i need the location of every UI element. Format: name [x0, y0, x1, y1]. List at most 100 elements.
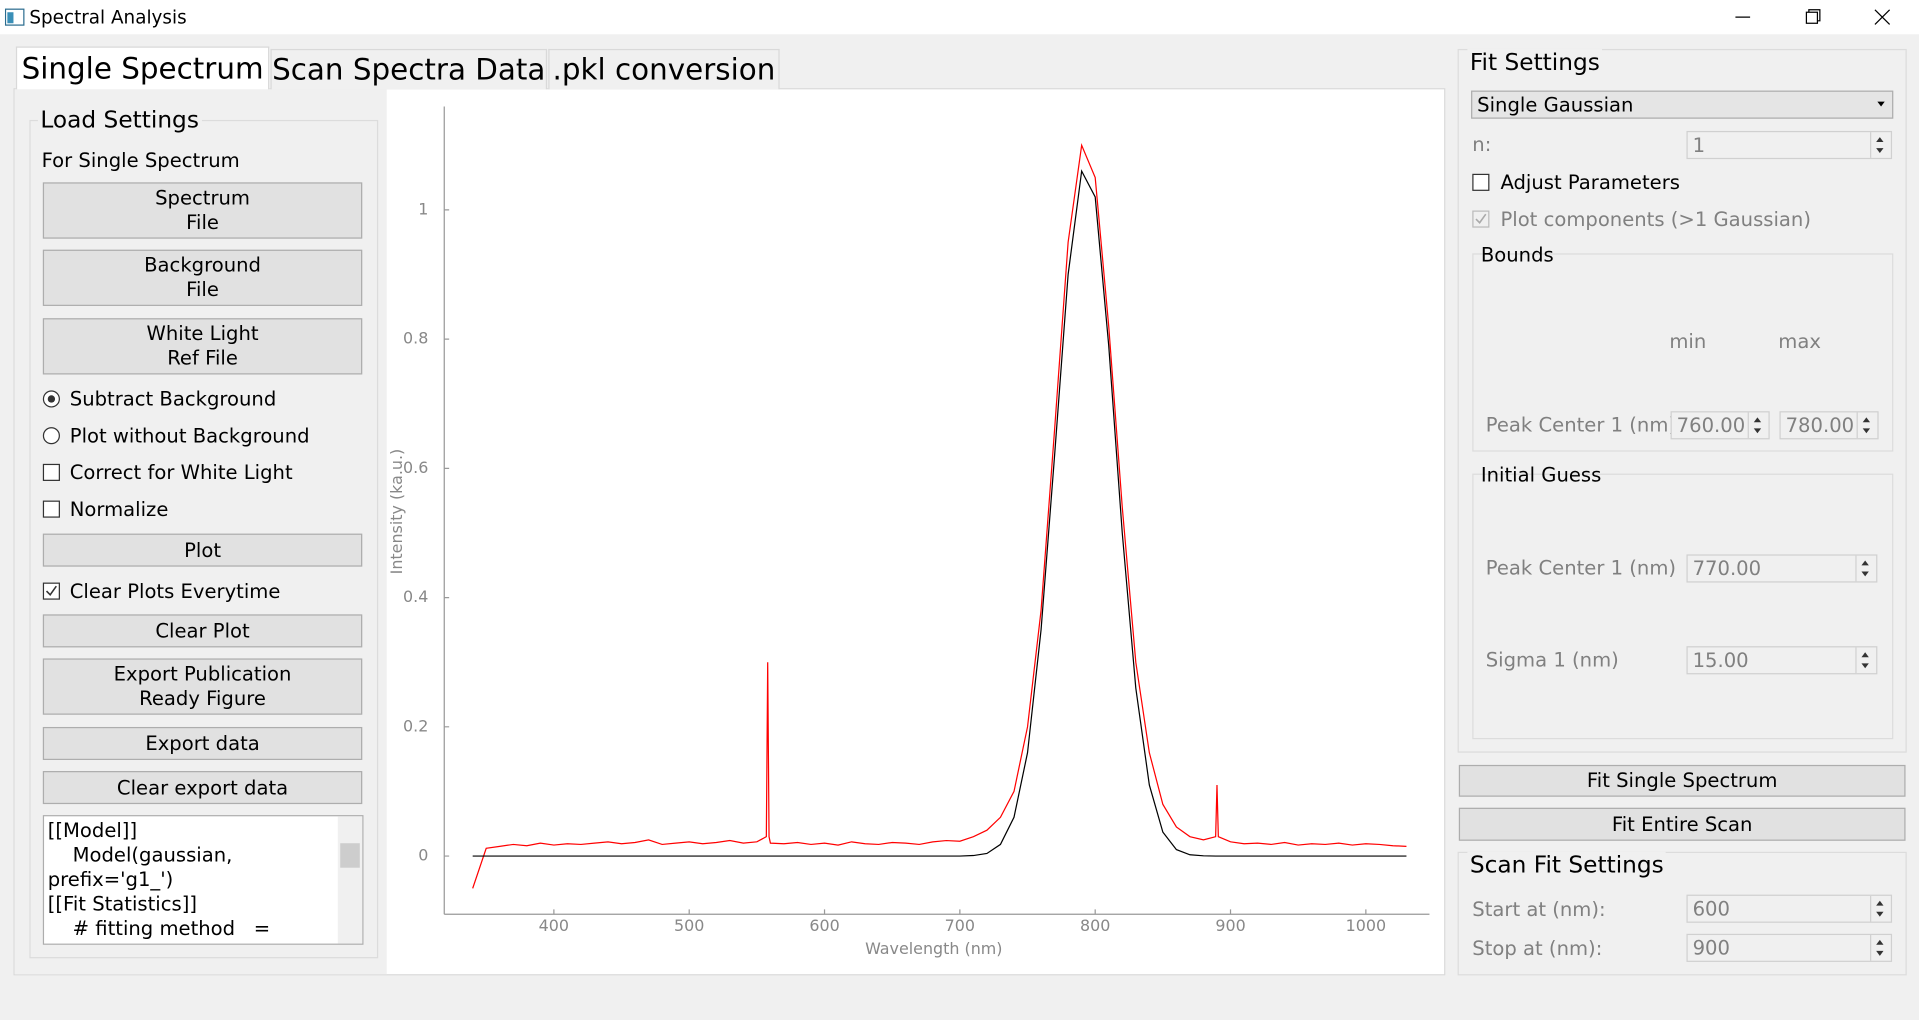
- button[interactable]: Background File: [42, 249, 363, 306]
- tab[interactable]: Single Spectrum: [15, 46, 270, 90]
- row-label: Sigma 1 (nm): [1485, 648, 1619, 672]
- plot-area: [444, 106, 1430, 915]
- spin-value: 1: [1692, 133, 1706, 157]
- ui-part: [1876, 900, 1884, 906]
- check-mark: [1475, 213, 1487, 224]
- ui-part: [1861, 652, 1869, 658]
- ui-part: [1876, 911, 1884, 917]
- n-label: n:: [1472, 132, 1492, 157]
- app-icon: [4, 8, 25, 26]
- radio[interactable]: [42, 390, 60, 408]
- spinbox[interactable]: 900: [1686, 933, 1893, 962]
- button[interactable]: Clear Plot: [42, 614, 363, 648]
- button[interactable]: Export data: [42, 726, 363, 761]
- button[interactable]: White Light Ref File: [42, 318, 363, 375]
- ui-part: [1862, 417, 1871, 423]
- spinbox[interactable]: 760.00: [1670, 411, 1770, 440]
- x-tick-label: 600: [809, 916, 839, 935]
- group-title: Fit Settings: [1467, 48, 1603, 76]
- radio-label: Plot without Background: [69, 424, 310, 448]
- check-stroke: [1475, 213, 1487, 224]
- group-title: Load Settings: [37, 106, 202, 134]
- button[interactable]: Clear export data: [42, 771, 363, 805]
- report-line: [[Model]]: [47, 818, 138, 843]
- y-tick-label: 0.8: [403, 329, 428, 348]
- y-tick-label: 0.2: [403, 716, 428, 735]
- spinbox[interactable]: 1: [1686, 130, 1893, 160]
- scrollbar[interactable]: [337, 816, 363, 944]
- ui-part: [1861, 571, 1869, 577]
- ui-part: [1876, 137, 1884, 142]
- checkbox-label: Plot components (>1 Gaussian): [1500, 207, 1811, 231]
- ui-part: [1870, 895, 1891, 922]
- chart: Wavelength (nm) Intensity (ka.u.) 0 0.2 0.…: [387, 106, 1430, 958]
- button[interactable]: Spectrum File: [42, 182, 363, 239]
- ui-part: [1862, 428, 1871, 434]
- scroll-thumb[interactable]: [340, 843, 360, 868]
- checkbox[interactable]: [42, 463, 60, 481]
- ui-part: [1856, 412, 1878, 439]
- y-tick-label: 1: [418, 199, 428, 218]
- checkbox[interactable]: [42, 582, 60, 600]
- checkbox-label: Correct for White Light: [69, 460, 293, 485]
- checkbox-label: Clear Plots Everytime: [69, 579, 281, 603]
- spinbox[interactable]: 15.00: [1686, 646, 1878, 675]
- spin-value: 780.00: [1785, 413, 1855, 437]
- ui-part: [1855, 555, 1876, 582]
- ui-part: [1874, 9, 1891, 25]
- report-line: # fitting method = leastsq: [48, 916, 271, 944]
- x-axis-label: Wavelength (nm): [865, 939, 1002, 958]
- button[interactable]: Fit Single Spectrum: [1458, 764, 1906, 797]
- button[interactable]: Plot: [42, 533, 363, 567]
- fit-report[interactable]: [[Model]] Model(gaussian, prefix='g1_')[…: [42, 815, 364, 945]
- spinbox[interactable]: 780.00: [1779, 411, 1879, 440]
- window-controls[interactable]: [1726, 5, 1910, 29]
- x-tick-label: 500: [674, 916, 704, 935]
- checkbox[interactable]: [1472, 173, 1490, 191]
- fit-report-text: [[Model]] Model(gaussian, prefix='g1_')[…: [47, 818, 337, 944]
- ui-part: [1753, 417, 1762, 423]
- row-label: Peak Center 1 (nm): [1485, 413, 1677, 437]
- ui-part: [1747, 412, 1769, 439]
- combo-arrow: [1877, 101, 1885, 107]
- y-tick-label: 0.6: [403, 458, 428, 477]
- column-label: max: [1778, 329, 1821, 354]
- column-label: min: [1669, 329, 1707, 354]
- x-tick-label: 400: [539, 916, 569, 935]
- ui-part: [1876, 939, 1884, 945]
- model-combo[interactable]: Single Gaussian: [1471, 90, 1894, 119]
- report-line: Model(gaussian, prefix='g1_'): [47, 843, 239, 891]
- checkbox[interactable]: [42, 500, 60, 518]
- check-stroke: [45, 585, 57, 597]
- spin-value: 770.00: [1692, 556, 1762, 581]
- tab[interactable]: Scan Spectra Data: [270, 48, 548, 90]
- spin-value: 900: [1692, 936, 1730, 960]
- check-mark: [45, 585, 57, 597]
- button[interactable]: Export Publication Ready Figure: [42, 658, 363, 715]
- radio[interactable]: [42, 427, 60, 445]
- tab[interactable]: .pkl conversion: [548, 48, 780, 90]
- spin-arrows[interactable]: [1870, 132, 1891, 158]
- spinbox[interactable]: 770.00: [1686, 554, 1878, 583]
- button[interactable]: Fit Entire Scan: [1458, 807, 1906, 841]
- ui-part: [1876, 950, 1884, 956]
- group-title: Initial Guess: [1480, 463, 1602, 487]
- spin-value: 760.00: [1676, 413, 1746, 437]
- spin-value: 15.00: [1692, 648, 1749, 672]
- spinbox[interactable]: 600: [1686, 894, 1893, 923]
- group-title: Bounds: [1480, 242, 1554, 267]
- x-tick-label: 700: [945, 916, 975, 935]
- row-label: Stop at (nm):: [1472, 936, 1603, 961]
- radio-dot: [47, 395, 56, 403]
- subtitle: For Single Spectrum: [41, 148, 240, 172]
- bounds-group: [1472, 253, 1894, 452]
- series-line: [472, 169, 1407, 857]
- initial-guess-group: [1472, 473, 1894, 740]
- load-settings-group: [29, 119, 379, 959]
- group-title: Scan Fit Settings: [1467, 851, 1667, 879]
- row-label: Peak Center 1 (nm): [1485, 556, 1677, 580]
- ui-part: [1805, 11, 1819, 24]
- ui-part: [1808, 9, 1821, 22]
- fit-settings-group: [1457, 48, 1907, 753]
